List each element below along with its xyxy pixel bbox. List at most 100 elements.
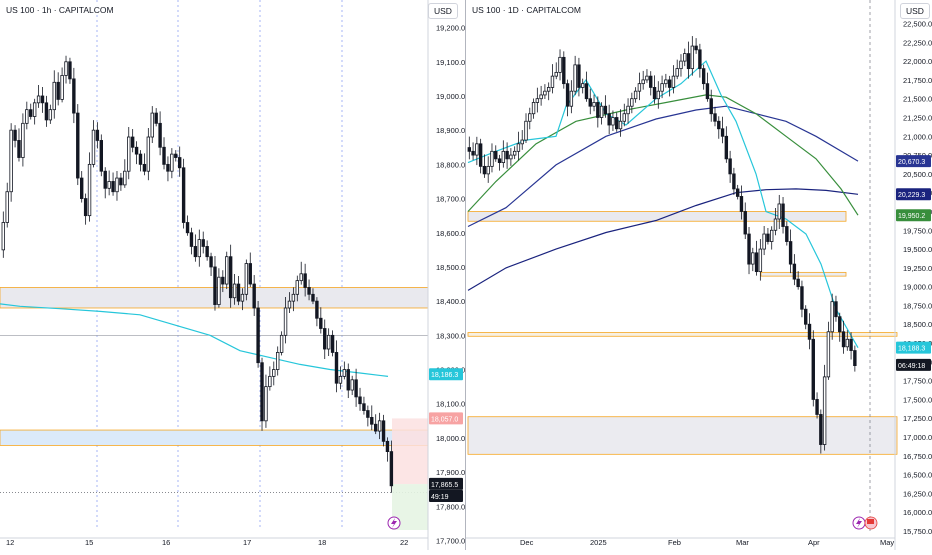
right-candle-candle bbox=[739, 196, 744, 212]
left-price-label: 17,865.5 bbox=[431, 482, 458, 489]
ma-50-line bbox=[467, 94, 859, 216]
right-candle-candle bbox=[664, 79, 668, 85]
left-candle-candle bbox=[323, 328, 327, 350]
support-zone bbox=[0, 429, 429, 446]
left-y-tick-label: 18,600.0 bbox=[436, 229, 465, 238]
ma-20-line bbox=[467, 60, 859, 348]
left-y-tick-label: 18,300.0 bbox=[436, 331, 465, 340]
left-candle-candle bbox=[244, 263, 249, 295]
right-candle-candle bbox=[478, 143, 483, 167]
left-price-label-bg bbox=[429, 490, 463, 503]
left-price-label-bg bbox=[429, 477, 463, 490]
left-candle-candle bbox=[146, 136, 151, 172]
right-candle-candle bbox=[807, 323, 812, 340]
left-candle-candle bbox=[83, 198, 88, 217]
right-candle-candle bbox=[781, 203, 785, 227]
right-candle-candle bbox=[645, 75, 649, 81]
left-y-tick-label: 19,100.0 bbox=[436, 58, 465, 67]
left-candle-candle bbox=[334, 352, 339, 384]
right-y-tick-label: 20,500.0 bbox=[903, 170, 932, 179]
left-y-tick-label: 18,500.0 bbox=[436, 263, 465, 272]
right-candle-candle bbox=[505, 150, 509, 160]
left-x-tick-label: 15 bbox=[85, 538, 93, 547]
left-candle-candle bbox=[17, 140, 21, 158]
left-candle-candle bbox=[346, 369, 350, 391]
pivot-zone bbox=[467, 332, 898, 337]
left-chart-canvas[interactable]: 19,200.0 19,100.0 19,000.0 18,900.0 18,800.0… bbox=[0, 0, 465, 550]
left-candle-candle bbox=[291, 293, 296, 302]
left-candle-candle bbox=[342, 369, 347, 377]
left-candle-candle bbox=[228, 256, 233, 299]
right-candle-candle bbox=[475, 143, 479, 156]
stop-loss-box bbox=[392, 418, 428, 485]
pane-separator[interactable] bbox=[465, 0, 466, 550]
left-candle-candle bbox=[76, 112, 80, 179]
left-x-tick-label: 18 bbox=[318, 538, 326, 547]
left-candle-candle bbox=[130, 136, 135, 148]
left-candle-candle bbox=[260, 362, 264, 422]
right-candle-candle bbox=[777, 203, 781, 220]
left-candle-candle bbox=[99, 140, 103, 172]
left-y-tick-label: 18,000.0 bbox=[436, 434, 465, 443]
left-candle-candle bbox=[13, 129, 17, 141]
right-currency-button[interactable]: USD bbox=[900, 3, 930, 19]
right-candle-candle bbox=[577, 64, 581, 88]
left-candle-candle bbox=[236, 283, 241, 302]
left-y-tick-label: 18,400.0 bbox=[436, 297, 465, 306]
right-y-tick-label: 19,250.0 bbox=[903, 264, 932, 273]
left-candle-candle bbox=[1, 222, 5, 251]
left-currency-button[interactable]: USD bbox=[428, 3, 458, 19]
left-chart[interactable]: 19,200.0 19,100.0 19,000.0 18,900.0 18,800.0… bbox=[0, 0, 465, 550]
left-candle-candle bbox=[205, 246, 209, 258]
right-y-tick-label: 16,250.0 bbox=[903, 489, 932, 498]
right-y-tick-label: 22,250.0 bbox=[903, 38, 932, 47]
right-candle-candle bbox=[769, 229, 774, 242]
right-candle-candle bbox=[641, 79, 645, 85]
right-candle-candle bbox=[754, 252, 759, 273]
right-chart[interactable]: 22,500.0 22,250.0 22,000.0 21,750.0 21,500.0… bbox=[466, 0, 932, 550]
left-y-tick-label: 18,900.0 bbox=[436, 126, 465, 135]
left-candle-candle bbox=[279, 334, 284, 353]
left-candle-candle bbox=[91, 129, 96, 165]
left-y-tick-label: 19,000.0 bbox=[436, 92, 465, 101]
right-candle-candle bbox=[743, 211, 747, 235]
left-x-tick-label: 22 bbox=[400, 538, 408, 547]
right-candle-candle bbox=[599, 105, 604, 118]
right-x-tick-label: Dec bbox=[520, 538, 534, 547]
left-candle-candle bbox=[389, 451, 394, 487]
right-candle-candle bbox=[815, 399, 819, 415]
left-candle-candle bbox=[32, 102, 37, 117]
right-candle-candle bbox=[717, 120, 721, 130]
left-candle-candle bbox=[268, 375, 272, 388]
right-candle-candle bbox=[633, 90, 638, 100]
right-price-label: 19,950.2 bbox=[898, 213, 925, 220]
right-chart-canvas[interactable]: 22,500.0 22,250.0 22,000.0 21,750.0 21,500.0… bbox=[466, 0, 932, 550]
left-candle-candle bbox=[377, 420, 382, 432]
right-candle-candle bbox=[550, 75, 555, 88]
right-candle-candle bbox=[562, 56, 566, 85]
right-candle-candle bbox=[554, 71, 558, 77]
right-candle-candle bbox=[467, 147, 471, 152]
left-candle-candle bbox=[166, 163, 170, 172]
right-candle-candle bbox=[671, 75, 676, 88]
right-candle-candle bbox=[520, 139, 524, 145]
right-candle-candle bbox=[656, 90, 660, 100]
left-candle-candle bbox=[44, 102, 49, 121]
right-y-tick-label: 17,250.0 bbox=[903, 414, 932, 423]
right-candle-candle bbox=[531, 102, 536, 115]
right-candle-candle bbox=[546, 87, 551, 92]
left-candle-candle bbox=[362, 403, 366, 411]
left-candle-candle bbox=[307, 287, 311, 295]
left-x-tick-label: 12 bbox=[6, 538, 14, 547]
left-candle-candle bbox=[68, 61, 72, 80]
left-candle-candle bbox=[213, 266, 217, 305]
resistance-zone bbox=[467, 211, 847, 222]
right-x-tick-label: Mar bbox=[736, 538, 749, 547]
right-candle-candle bbox=[596, 102, 600, 118]
right-price-label: 20,670.3 bbox=[898, 159, 925, 166]
right-candle-candle bbox=[675, 68, 679, 77]
right-candle-candle bbox=[694, 45, 698, 51]
left-y-tick-label: 17,800.0 bbox=[436, 502, 465, 511]
right-price-label-bg bbox=[896, 155, 931, 168]
left-candle-candle bbox=[209, 256, 213, 268]
